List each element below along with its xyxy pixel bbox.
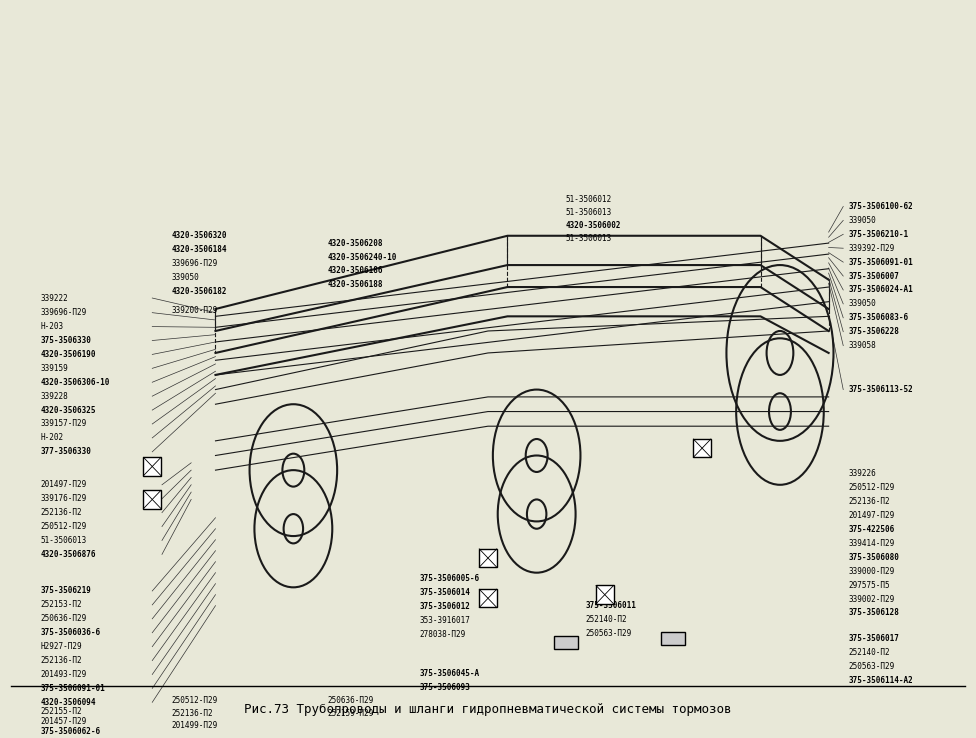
Text: 4320-3506208: 4320-3506208 (327, 238, 383, 247)
Text: 250636-П29: 250636-П29 (327, 697, 374, 706)
Text: 339058: 339058 (848, 341, 875, 350)
Text: 4320-3506002: 4320-3506002 (566, 221, 622, 230)
Text: 375-3506012: 375-3506012 (420, 602, 470, 611)
Text: 339159: 339159 (40, 364, 68, 373)
Text: 339414-П29: 339414-П29 (848, 539, 894, 548)
Text: 339157-П29: 339157-П29 (40, 419, 87, 429)
Text: 339050: 339050 (848, 300, 875, 308)
Text: 4320-3506876: 4320-3506876 (40, 550, 96, 559)
Text: 339176-П29: 339176-П29 (40, 494, 87, 503)
Text: 51-3506013: 51-3506013 (40, 536, 87, 545)
Text: Н-202: Н-202 (40, 433, 63, 442)
Text: Н-203: Н-203 (40, 322, 63, 331)
Text: 297575-П5: 297575-П5 (848, 581, 890, 590)
Text: 339200-П29: 339200-П29 (172, 306, 218, 315)
Text: 375-3506113-52: 375-3506113-52 (848, 385, 913, 394)
Text: 201493-П29: 201493-П29 (40, 670, 87, 679)
Text: 375-3506080: 375-3506080 (848, 553, 899, 562)
Text: 375-3506036-6: 375-3506036-6 (40, 628, 101, 637)
Text: 252136-П2: 252136-П2 (40, 508, 82, 517)
Bar (596, 585, 614, 604)
Text: 375-3506014: 375-3506014 (420, 588, 470, 597)
Text: 252159-П29: 252159-П29 (327, 708, 374, 718)
Text: 375-3506017: 375-3506017 (848, 634, 899, 643)
Bar (693, 439, 711, 458)
Text: Рис.73 Трубопроводы и шланги гидропневматической системы тормозов: Рис.73 Трубопроводы и шланги гидропневма… (244, 703, 732, 716)
Text: 375-3506011: 375-3506011 (586, 601, 636, 610)
Text: Н2927-П29: Н2927-П29 (40, 642, 82, 651)
Text: 375-3506091-01: 375-3506091-01 (848, 258, 913, 266)
Bar (661, 632, 685, 645)
Text: 339226: 339226 (848, 469, 875, 478)
Text: 375-422506: 375-422506 (848, 525, 894, 534)
Text: 375-3506114-А2: 375-3506114-А2 (848, 676, 913, 685)
Bar (143, 490, 161, 508)
Text: 252153-П2: 252153-П2 (40, 601, 82, 610)
Text: 339000-П29: 339000-П29 (848, 567, 894, 576)
Text: 4320-3506240-10: 4320-3506240-10 (327, 252, 397, 261)
Text: 375-3506100-62: 375-3506100-62 (848, 202, 913, 211)
Text: 250512-П29: 250512-П29 (848, 483, 894, 492)
Text: 339696-П29: 339696-П29 (172, 259, 218, 268)
Text: 353-3916017: 353-3916017 (420, 615, 470, 625)
Text: 375-3506007: 375-3506007 (848, 272, 899, 280)
Text: 201457-П29: 201457-П29 (40, 717, 87, 726)
Text: 252140-П2: 252140-П2 (848, 648, 890, 657)
Text: 375-3506210-1: 375-3506210-1 (848, 230, 909, 239)
Text: 51-3506013: 51-3506013 (566, 208, 612, 217)
Text: 201497-П29: 201497-П29 (848, 511, 894, 520)
Text: 4320-3506320: 4320-3506320 (172, 231, 227, 241)
Text: 4320-3506184: 4320-3506184 (172, 245, 227, 254)
Text: 375-3506024-А1: 375-3506024-А1 (848, 286, 913, 294)
Text: 4320-3506182: 4320-3506182 (172, 287, 227, 296)
Text: 252140-П2: 252140-П2 (586, 615, 627, 624)
Text: 250563-П29: 250563-П29 (848, 662, 894, 671)
Text: 4320-3506190: 4320-3506190 (40, 350, 96, 359)
Text: 375-3506005-6: 375-3506005-6 (420, 574, 480, 583)
Text: 51-3506012: 51-3506012 (566, 195, 612, 204)
Text: 339228: 339228 (40, 392, 68, 401)
Text: 201499-П29: 201499-П29 (172, 721, 218, 731)
Text: 250636-П29: 250636-П29 (40, 614, 87, 624)
Text: 375-3506091-01: 375-3506091-01 (40, 684, 105, 693)
Text: 4320-3506186: 4320-3506186 (327, 266, 383, 275)
Text: 375-3506093: 375-3506093 (420, 683, 470, 692)
Text: 4320-3506188: 4320-3506188 (327, 280, 383, 289)
Bar (143, 458, 161, 475)
Text: 375-3506062-6: 375-3506062-6 (40, 727, 101, 736)
Text: 250512-П29: 250512-П29 (40, 522, 87, 531)
Text: 339002-П29: 339002-П29 (848, 595, 894, 604)
Text: 250512-П29: 250512-П29 (172, 697, 218, 706)
Text: 339222: 339222 (40, 294, 68, 303)
Text: 4320-3506306-10: 4320-3506306-10 (40, 378, 109, 387)
Text: 252136-П2: 252136-П2 (40, 656, 82, 665)
Text: 4320-3506325: 4320-3506325 (40, 406, 96, 415)
Text: 51-3506013: 51-3506013 (566, 234, 612, 244)
Text: 375-3506045-А: 375-3506045-А (420, 669, 480, 678)
Bar (553, 635, 578, 649)
Text: 375-3506128: 375-3506128 (848, 608, 899, 618)
Text: 339050: 339050 (172, 273, 199, 282)
Bar (479, 589, 497, 607)
Text: 375-3506330: 375-3506330 (40, 336, 91, 345)
Text: 250563-П29: 250563-П29 (586, 629, 631, 638)
Text: 339392-П29: 339392-П29 (848, 244, 894, 252)
Text: 252136-П2: 252136-П2 (172, 708, 214, 718)
Text: 375-3506228: 375-3506228 (848, 327, 899, 337)
Text: 375-3506083-6: 375-3506083-6 (848, 314, 909, 323)
Text: 201497-П29: 201497-П29 (40, 480, 87, 489)
Text: 375-3506219: 375-3506219 (40, 587, 91, 596)
Text: 252155-П2: 252155-П2 (40, 707, 82, 717)
Text: 339696-П29: 339696-П29 (40, 308, 87, 317)
Text: 252136-П2: 252136-П2 (848, 497, 890, 506)
Text: 4320-3506094: 4320-3506094 (40, 698, 96, 707)
Text: 339050: 339050 (848, 216, 875, 225)
Text: 377-3506330: 377-3506330 (40, 447, 91, 456)
Text: 278038-П29: 278038-П29 (420, 630, 467, 638)
Bar (479, 549, 497, 568)
